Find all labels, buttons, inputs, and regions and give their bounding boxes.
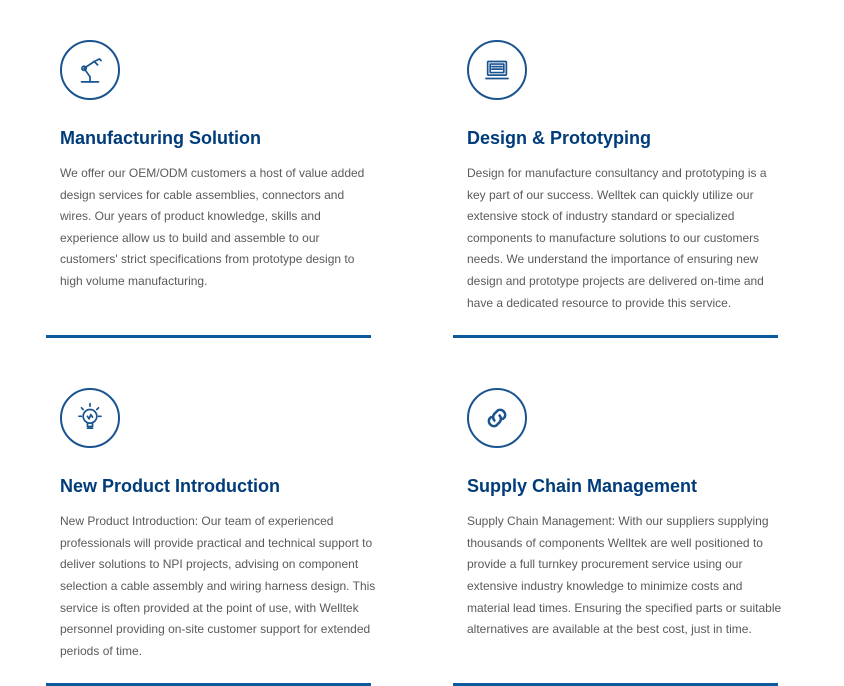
card-design-prototyping: Design & Prototyping Design for manufact…: [467, 40, 784, 338]
robot-arm-icon: [60, 40, 120, 100]
card-supply-chain: Supply Chain Management Supply Chain Man…: [467, 388, 784, 686]
card-title: Supply Chain Management: [467, 476, 784, 497]
laptop-screen-icon: [467, 40, 527, 100]
card-title: Design & Prototyping: [467, 128, 784, 149]
card-body: Supply Chain Management: With our suppli…: [467, 511, 784, 641]
card-title: Manufacturing Solution: [60, 128, 377, 149]
lightbulb-icon: [60, 388, 120, 448]
card-body: New Product Introduction: Our team of ex…: [60, 511, 377, 662]
card-title: New Product Introduction: [60, 476, 377, 497]
chain-link-icon: [467, 388, 527, 448]
feature-grid: Manufacturing Solution We offer our OEM/…: [60, 40, 784, 686]
card-npi: New Product Introduction New Product Int…: [60, 388, 377, 686]
card-body: We offer our OEM/ODM customers a host of…: [60, 163, 377, 293]
card-manufacturing: Manufacturing Solution We offer our OEM/…: [60, 40, 377, 338]
card-body: Design for manufacture consultancy and p…: [467, 163, 784, 314]
